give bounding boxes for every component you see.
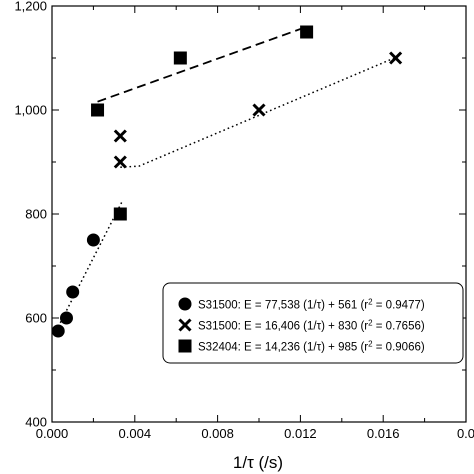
- data-point-circle: [86, 233, 100, 247]
- data-point-x: [113, 155, 127, 169]
- y-tick-label: 400: [25, 415, 47, 430]
- fit-line-3: [97, 25, 307, 103]
- x-axis-title: 1/τ (/s): [233, 453, 283, 472]
- y-tick-label: 800: [25, 207, 47, 222]
- y-tick-label: 1,000: [14, 103, 47, 118]
- legend: S31500: E = 77,538 (1/τ) + 561 (r2 = 0.9…: [162, 282, 464, 364]
- data-point-circle: [59, 311, 73, 325]
- data-point-square: [113, 207, 127, 221]
- data-point-x: [252, 103, 266, 117]
- x-tick-label: 0.004: [119, 426, 152, 441]
- data-points: [51, 25, 403, 338]
- y-tick-label: 600: [25, 311, 47, 326]
- data-point-square: [173, 51, 187, 65]
- x-tick-label: 0.012: [284, 426, 317, 441]
- legend-marker-circle: [178, 297, 192, 311]
- data-point-x: [113, 129, 127, 143]
- fit-line-2: [120, 56, 396, 168]
- data-point-square: [300, 25, 314, 39]
- fit-line-1: [57, 200, 124, 328]
- x-tick-label: 0.016: [367, 426, 400, 441]
- data-point-x: [389, 51, 403, 65]
- legend-entry: S31500: E = 16,406 (1/τ) + 830 (r2 = 0.7…: [198, 318, 425, 333]
- legend-marker-x: [178, 318, 192, 332]
- legend-box: [162, 282, 464, 364]
- x-tick-label: 0.0: [457, 426, 474, 441]
- x-tick-label: 0.000: [36, 426, 69, 441]
- data-point-circle: [51, 324, 65, 338]
- y-tick-label: 1,200: [14, 0, 47, 14]
- legend-marker-square: [178, 339, 192, 353]
- fit-lines: [57, 25, 396, 328]
- legend-entry: S32404: E = 14,236 (1/τ) + 985 (r2 = 0.9…: [198, 339, 425, 354]
- legend-entry: S31500: E = 77,538 (1/τ) + 561 (r2 = 0.9…: [198, 297, 425, 312]
- data-point-circle: [66, 285, 80, 299]
- x-tick-label: 0.008: [201, 426, 234, 441]
- data-point-square: [91, 103, 105, 117]
- axis-ticks: 0.000 0.004 0.008 0.012 0.016 0.0 400 600 800 1,0…: [14, 0, 474, 441]
